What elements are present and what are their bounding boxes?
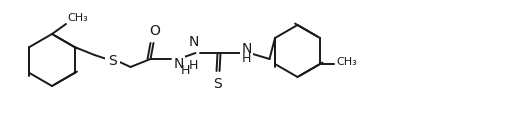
Text: N: N [174,57,184,71]
Text: O: O [149,24,160,38]
Text: H: H [189,59,198,72]
Text: N: N [241,42,252,56]
Text: H: H [241,53,251,65]
Text: S: S [213,77,222,91]
Text: H: H [181,63,190,77]
Text: N: N [188,35,199,49]
Text: CH₃: CH₃ [67,13,88,23]
Text: CH₃: CH₃ [336,57,357,67]
Text: S: S [108,54,117,68]
